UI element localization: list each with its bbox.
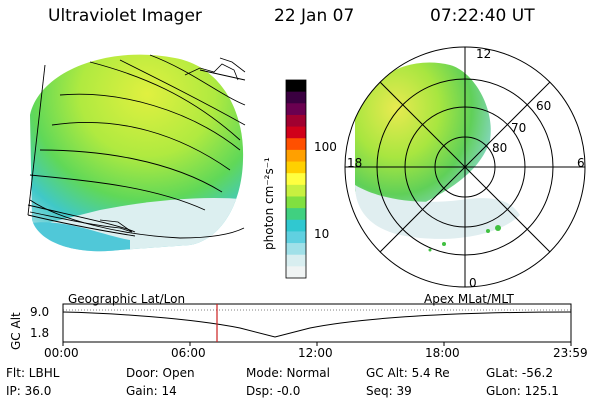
geo-grid-lines — [27, 54, 246, 239]
colorbar-segment — [286, 196, 306, 209]
date-label: 22 Jan 07 — [274, 6, 355, 26]
mlt-label-0: 0 — [469, 276, 477, 290]
timeline-ytick-9: 9.0 — [30, 305, 50, 319]
coastline — [29, 57, 246, 233]
timeline-right-label: Apex MLat/MLT — [424, 292, 514, 306]
timeline-xtick-0000: 00:00 — [44, 346, 79, 360]
mlt-label-18: 18 — [347, 156, 363, 170]
mlt-label-12: 12 — [476, 47, 492, 61]
timeline-xtick-0600: 06:00 — [171, 346, 206, 360]
mlat-label-80: 80 — [492, 141, 508, 155]
polar-plot — [344, 46, 586, 288]
colorbar-segment — [286, 184, 306, 197]
instrument-title: Ultraviolet Imager — [48, 6, 202, 26]
info-ip: IP: 36.0 — [6, 384, 52, 398]
info-mode: Mode: Normal — [246, 366, 330, 380]
colorbar-segment — [286, 91, 306, 104]
colorbar-segment — [286, 254, 306, 267]
colorbar-segment — [286, 161, 306, 174]
colorbar-segment — [286, 173, 306, 186]
colorbar-segment — [286, 219, 306, 232]
time-label: 07:22:40 UT — [430, 6, 535, 26]
colorbar-segment — [286, 114, 306, 128]
colorbar-segment — [286, 208, 306, 221]
info-gain: Gain: 14 — [126, 384, 177, 398]
timeline-left-label: Geographic Lat/Lon — [68, 292, 186, 306]
timeline-xtick-1200: 12:00 — [298, 346, 333, 360]
info-gcalt: GC Alt: 5.4 Re — [366, 366, 450, 380]
info-dsp: Dsp: -0.0 — [246, 384, 301, 398]
colorbar-segment — [286, 266, 306, 279]
colorbar-segment — [286, 149, 306, 163]
mlt-label-6: 6 — [577, 156, 585, 170]
timeline-plot — [62, 303, 572, 346]
info-glat: GLat: -56.2 — [486, 366, 553, 380]
colorbar-segment — [286, 80, 306, 93]
colorbar-segment — [286, 138, 306, 151]
colorbar-segment — [286, 243, 306, 256]
colorbar-tick-10: 10 — [314, 227, 330, 241]
geo-aurora-blob — [30, 54, 244, 252]
colorbar — [286, 80, 306, 279]
colorbar-segment — [286, 231, 306, 244]
timeline-ytick-1.8: 1.8 — [30, 326, 50, 340]
colorbar-segment — [286, 126, 306, 139]
timeline-axis-title: GC Alt — [9, 312, 23, 350]
colorbar-unit-label: photon cm⁻²s⁻¹ — [262, 157, 276, 250]
colorbar-tick-100: 100 — [314, 140, 337, 154]
mlat-label-60: 60 — [536, 99, 552, 113]
info-door: Door: Open — [126, 366, 195, 380]
mlat-label-70: 70 — [511, 121, 527, 135]
info-seq: Seq: 39 — [366, 384, 412, 398]
info-flt: Flt: LBHL — [6, 366, 60, 380]
timeline-xtick-1800: 18:00 — [425, 346, 460, 360]
timeline-xtick-2359: 23:59 — [553, 346, 588, 360]
info-glon: GLon: 125.1 — [486, 384, 559, 398]
colorbar-segment — [286, 103, 306, 116]
